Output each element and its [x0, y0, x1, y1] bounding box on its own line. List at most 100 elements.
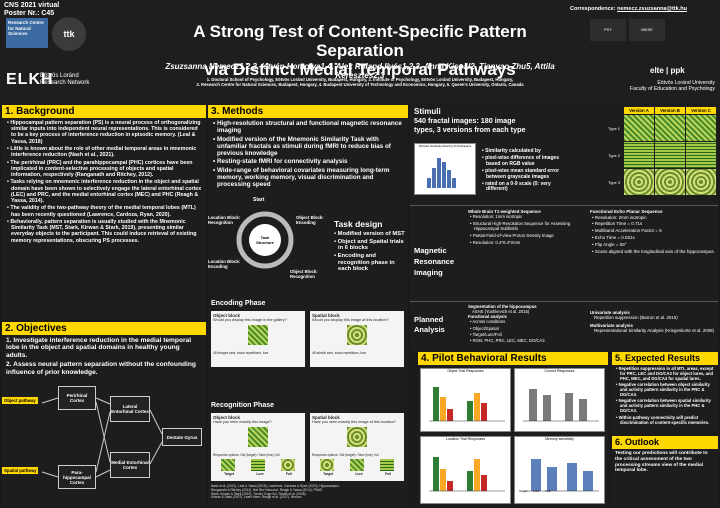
- methods-bullet: Resting-state fMRI for connectivity anal…: [217, 158, 405, 165]
- fractal-image: [655, 142, 685, 168]
- functional-heading: Functional analysis: [468, 314, 507, 320]
- fractal-image: [686, 142, 716, 168]
- epi-item: Repetition Time = 0.71s: [595, 221, 716, 227]
- background-bullet: The perirhinal (PRC) and the parahippoca…: [10, 160, 203, 179]
- similarity-chart: Stimulus Similarity Rated by 8 Participa…: [414, 143, 476, 195]
- reference-item: Stark, Kirwan & Stark (2019), Trends Cog…: [211, 491, 307, 496]
- mri-label-3: Imaging: [414, 268, 443, 277]
- t1-list: Resolution: 1mm isotropic Structural High…: [468, 214, 586, 245]
- pilot-chart-3: Location Trial Responses: [420, 436, 511, 504]
- similarity-note: pixel-wise mean standard error between g…: [485, 168, 560, 181]
- objectives-list: 1. Investigate interference reduction in…: [2, 335, 206, 378]
- authors: Zsuzsanna Nemecz1,2,3, István Homolya1,4…: [165, 62, 555, 80]
- functional-item: Target/Lure/Foil: [473, 332, 586, 337]
- correspondence-email[interactable]: nemecz.zsuzsanna@ttk.hu: [617, 6, 687, 12]
- expected-item: Repetition suppression in all MTL areas,…: [619, 366, 716, 381]
- epi-list: Resolution: 2mm isotropicRepetition Time…: [590, 215, 716, 255]
- lure-label: Lure: [355, 472, 363, 476]
- enc-object-images: [213, 324, 303, 351]
- rcns-logo: Research Centre for Natural Sciences: [6, 18, 48, 48]
- rec-object-thumbs: [213, 458, 303, 472]
- multivariate-heading: Multivariate analysis: [590, 322, 633, 328]
- encoding-object-panel: Object block Would you display this imag…: [211, 311, 305, 367]
- elte-sub-2: Faculty of Education and Psychology: [629, 86, 715, 93]
- stimuli-mri-section: Stimuli 540 fractal images: 180 image ty…: [410, 105, 718, 351]
- lure-image: [350, 459, 364, 471]
- fractal-image: [624, 115, 654, 141]
- expected-heading: 5. Expected Results: [612, 352, 718, 365]
- epi-item: Resolution: 2mm isotropic: [595, 215, 716, 221]
- planned-right: Univariate analysis Repetition suppressi…: [590, 310, 716, 334]
- background-bullet: Little is known about the role of other …: [10, 146, 203, 158]
- references: Nash et al. (2021), Leal & Yassa (2018),…: [211, 484, 405, 500]
- similarity-note: rated on a 0-9 scale (0: very different): [485, 181, 560, 194]
- similarity-note: Similarity calculated by: [485, 148, 560, 155]
- epi-item: Scans aligned with the longitudinal axis…: [595, 249, 716, 255]
- rec-object-caption: Response options: Old (target) / New (lu…: [213, 453, 280, 457]
- dentate-gyrus-box: Dentate Gyrus: [162, 428, 202, 446]
- medial-ec-box: Medial Entorhinal Cortex: [110, 452, 150, 478]
- expected-item: Negative correlation between object simi…: [619, 382, 716, 397]
- background-section: 1. Background Hippocampal pattern separa…: [2, 105, 206, 320]
- poster-title: A Strong Test of Content-Specific Patter…: [150, 22, 570, 79]
- elte-logo: elte | ppk: [650, 66, 685, 75]
- pilot-chart-1-title: Object Trial Responses: [447, 369, 484, 373]
- rec-spatial-labels: Target Lure Foil: [312, 472, 402, 476]
- affiliation-2: 3. Research Centre for Natural Sciences,…: [196, 82, 524, 88]
- spatial-pathway-label: Spatial pathway: [2, 467, 39, 474]
- obj-enc-label: Object Block: Encoding: [296, 215, 324, 225]
- similarity-histogram: [427, 158, 456, 188]
- elkh-sub-2: Research Network: [40, 80, 90, 86]
- epi-item: Flip Angle = 59°: [595, 242, 716, 248]
- reference-item: Ranganath & Ritchey (2012), Nat Rev Neur…: [211, 487, 324, 492]
- planned-label-1: Planned: [414, 315, 444, 324]
- outlook-section: 6. Outlook Testing our predictions will …: [612, 436, 718, 508]
- methods-heading: 3. Methods: [208, 105, 408, 118]
- planned-left: Segmentation of the hippocampus ASHS (Yu…: [468, 304, 586, 344]
- task-structure: Task Structure: [256, 235, 274, 245]
- parahippocampal-box: Para-hippocampal Cortex: [58, 465, 96, 489]
- legend-target: Target: [519, 489, 528, 493]
- rec-object-images: [213, 426, 303, 453]
- functional-item: Object/Spatial: [473, 326, 586, 331]
- correspondence: Correspondence: nemecz.zsuzsanna@ttk.hu: [570, 6, 687, 12]
- mdse-logo: MDSE: [629, 19, 665, 41]
- lure-image: [251, 459, 265, 471]
- task-bullet: Encoding and recognition phase in each b…: [338, 253, 406, 273]
- task-cycle: [236, 211, 294, 269]
- t1-heading: Whole Brain T1-weighted Sequence: [468, 209, 541, 214]
- correspondence-label: Correspondence:: [570, 6, 616, 12]
- type-row-1: Type 1: [608, 115, 716, 141]
- similarity-notes: Similarity calculated bypixel-wise diffe…: [480, 148, 560, 194]
- methods-list: High-resolution structural and functiona…: [208, 118, 408, 192]
- fractal-image: [248, 427, 268, 447]
- fractal-image: [347, 325, 367, 345]
- lateral-ec-box: Lateral Entorhinal Cortex: [110, 396, 150, 422]
- background-list: Hippocampal pattern separation (PS) is a…: [2, 118, 206, 247]
- pilot-heading: 4. Pilot Behavioral Results: [418, 352, 608, 365]
- elkh-subtitle: Eötvös Loránd Research Network: [40, 73, 89, 87]
- functional-item: Across conditions: [472, 319, 586, 324]
- divider: [410, 205, 718, 206]
- type-2-label: Type 2: [608, 152, 621, 158]
- rec-spatial-caption: Response options: Old (target) / New (lu…: [312, 453, 379, 457]
- background-heading: 1. Background: [2, 105, 206, 118]
- foil-label: Foil: [285, 472, 292, 476]
- enc-spatial-images: [312, 324, 402, 351]
- methods-bullet: Modified version of the Mnemonic Similar…: [217, 136, 405, 158]
- poster-number: Poster Nr.: C45: [4, 10, 55, 17]
- objective-1: 1. Investigate interference reduction in…: [6, 337, 192, 359]
- mri-label: Magnetic Resonance Imaging: [414, 245, 454, 278]
- t1-item: Resolution: 1mm isotropic: [473, 214, 586, 219]
- lure-label: Lure: [256, 472, 264, 476]
- type-row-3: Type 3: [608, 169, 716, 195]
- pilot-section: 4. Pilot Behavioral Results Object Trial…: [418, 352, 608, 508]
- encoding-heading: Encoding Phase: [211, 300, 266, 307]
- expected-item: Within-pathway connectivity will predict…: [619, 415, 716, 425]
- object-pathway-label: Object pathway: [2, 397, 38, 404]
- pathway-diagram: Object pathway Spatial pathway Perirhina…: [2, 372, 206, 502]
- target-image: [320, 459, 334, 471]
- partner-logos: PSY MDSE: [590, 18, 715, 41]
- reference-item: Nash et al. (2021), Leal & Yassa (2018),…: [211, 484, 340, 488]
- fractal-grid: Version A Version B Version C Type 1 Typ…: [608, 107, 716, 195]
